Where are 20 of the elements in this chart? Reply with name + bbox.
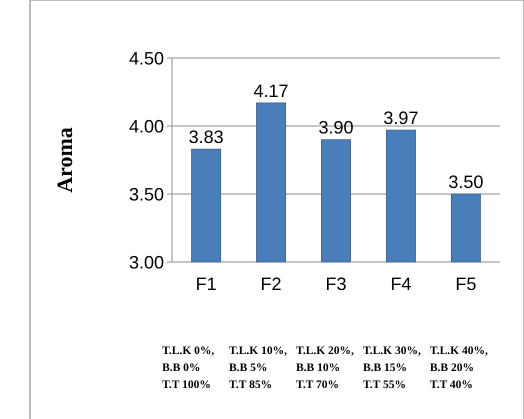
text: T.L.K 0%, B.B 0% T.T 100% [162,345,214,391]
y-axis-title: Aroma [52,127,77,193]
x-tick-label: F3 [325,274,347,294]
data-label: 3.83 [188,127,224,148]
y-tick-label: 4.00 [128,116,164,136]
y-tick-label: 3.00 [128,252,164,272]
data-label: 3.97 [383,108,418,128]
y-tick-label: 3.50 [128,184,164,204]
text: T.L.K 40%, B.B 20% T.T 40% [430,345,488,391]
data-label: 3.50 [448,172,484,192]
x-tick-label: F4 [390,274,412,294]
data-label: 4.17 [254,80,289,101]
text: T.L.K 30%, B.B 15% T.T 55% [362,345,422,391]
text: T.L.K 20%, B.B 10% T.T 70% [296,345,354,391]
x-tick-label: F5 [455,274,476,294]
x-tick-label: F2 [260,274,282,294]
data-label: 3.90 [318,118,354,138]
y-tick-label: 4.50 [128,48,164,68]
x-tick-label: F1 [196,274,217,294]
text: T.L.K 10%, B.B 5% T.T 85% [229,345,288,391]
